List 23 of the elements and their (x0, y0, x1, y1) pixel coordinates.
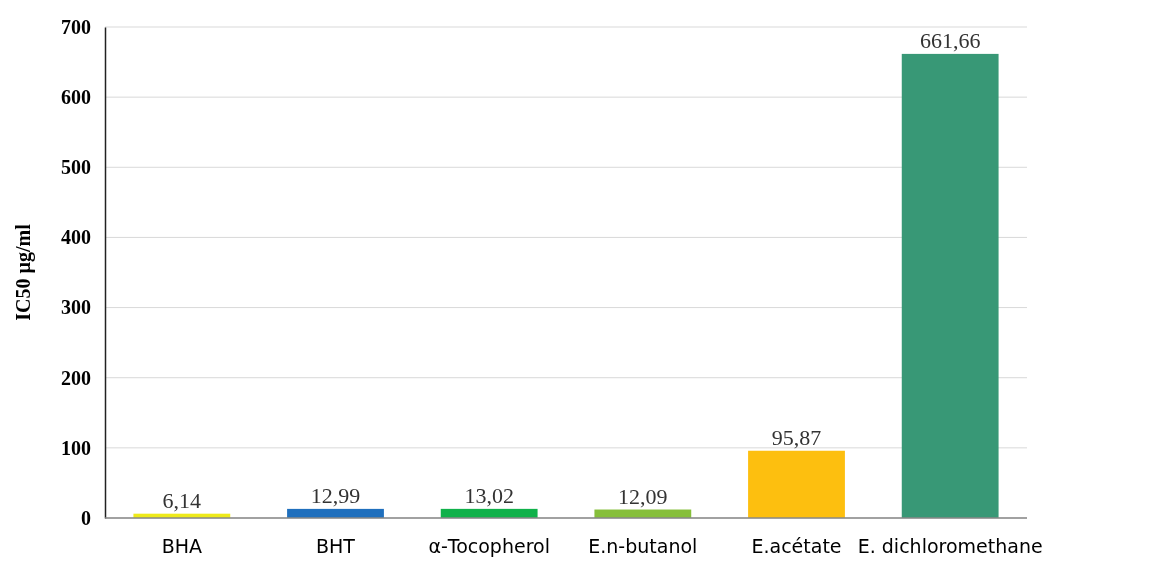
y-tick-label: 0 (81, 506, 91, 529)
bar (901, 53, 999, 518)
bar (748, 450, 845, 518)
y-tick-label: 500 (61, 156, 91, 179)
x-tick-label: E.n-butanol (588, 535, 698, 558)
y-tick-label: 100 (61, 436, 91, 459)
x-tick-label: E.acétate (751, 535, 842, 558)
y-tick-label: 300 (61, 296, 91, 319)
x-tick-label: α-Tocopherol (428, 535, 550, 558)
y-tick-label: 700 (61, 15, 91, 38)
data-label: 95,87 (771, 424, 822, 450)
x-tick-label: BHT (316, 535, 356, 558)
data-label: 12,99 (310, 482, 361, 508)
data-label: 661,66 (919, 27, 981, 53)
x-tick-label: E. dichloromethane (857, 535, 1043, 558)
data-label: 12,09 (618, 483, 668, 509)
x-tick-label: BHA (161, 535, 202, 558)
y-tick-label: 400 (61, 226, 91, 249)
y-tick-label: 600 (61, 86, 91, 109)
data-label: 6,14 (162, 487, 202, 513)
data-label: 13,02 (464, 482, 514, 508)
y-axis-title: IC50 µg/ml (12, 223, 35, 321)
y-tick-label: 200 (61, 366, 91, 389)
